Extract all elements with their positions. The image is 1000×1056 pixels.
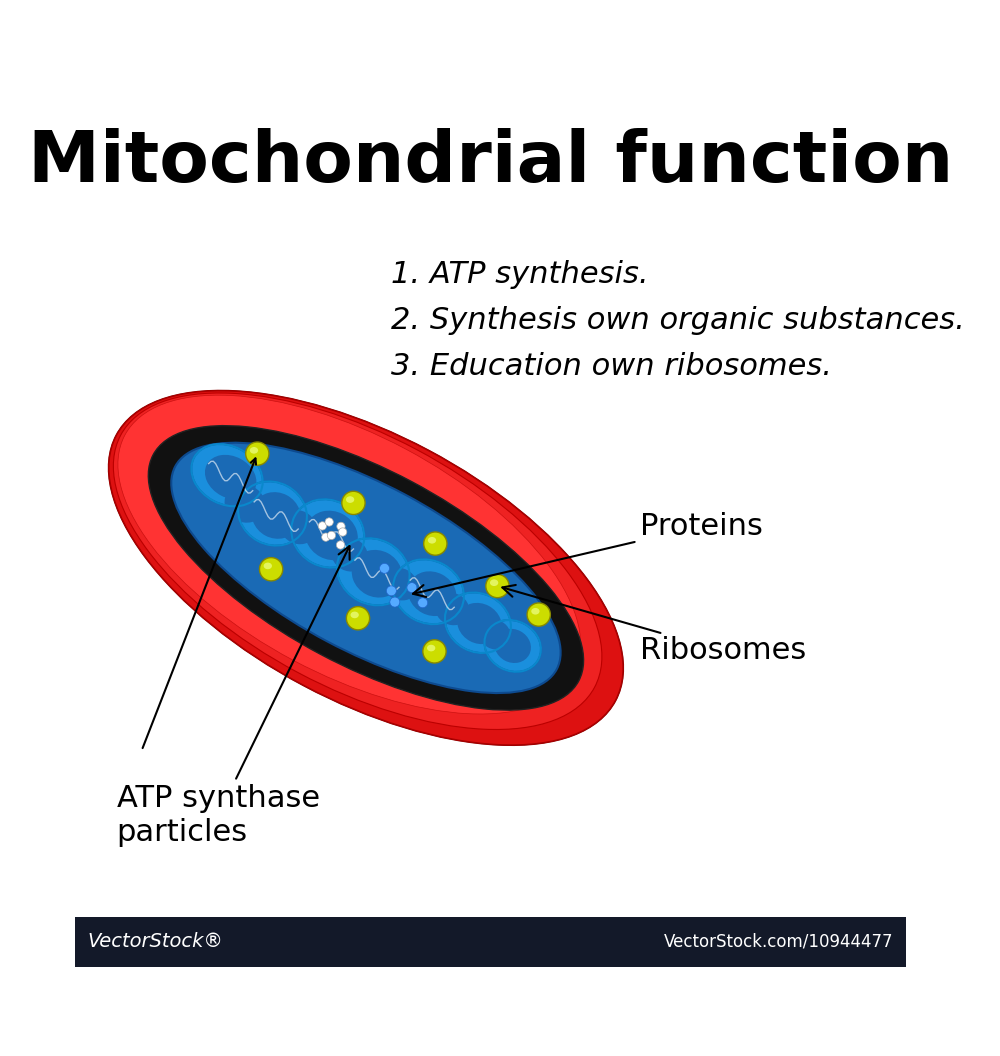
Ellipse shape bbox=[382, 567, 418, 601]
Ellipse shape bbox=[286, 503, 396, 567]
Ellipse shape bbox=[205, 455, 256, 499]
Ellipse shape bbox=[109, 391, 623, 744]
Ellipse shape bbox=[527, 603, 550, 626]
Ellipse shape bbox=[277, 534, 322, 560]
Ellipse shape bbox=[252, 492, 301, 539]
Ellipse shape bbox=[346, 496, 354, 503]
Text: ATP synthase
particles: ATP synthase particles bbox=[117, 546, 350, 847]
Ellipse shape bbox=[531, 608, 540, 615]
Ellipse shape bbox=[337, 539, 410, 605]
Text: Ribosomes: Ribosomes bbox=[502, 585, 806, 665]
Ellipse shape bbox=[336, 541, 345, 549]
Ellipse shape bbox=[342, 491, 365, 514]
Ellipse shape bbox=[322, 533, 330, 542]
Ellipse shape bbox=[291, 499, 364, 568]
Ellipse shape bbox=[318, 522, 327, 530]
Ellipse shape bbox=[264, 563, 272, 569]
Ellipse shape bbox=[427, 645, 435, 652]
Ellipse shape bbox=[346, 606, 370, 629]
Text: VectorStock®: VectorStock® bbox=[88, 932, 223, 951]
Ellipse shape bbox=[171, 442, 561, 693]
Ellipse shape bbox=[305, 511, 358, 560]
Text: VectorStock.com/10944477: VectorStock.com/10944477 bbox=[664, 932, 894, 950]
Ellipse shape bbox=[457, 603, 502, 644]
Ellipse shape bbox=[351, 611, 359, 618]
Ellipse shape bbox=[109, 391, 623, 744]
Ellipse shape bbox=[352, 550, 402, 598]
Ellipse shape bbox=[424, 532, 447, 555]
Ellipse shape bbox=[246, 442, 269, 466]
Ellipse shape bbox=[113, 393, 602, 730]
Text: 1. ATP synthesis.: 1. ATP synthesis. bbox=[391, 261, 648, 289]
Ellipse shape bbox=[259, 558, 283, 581]
Ellipse shape bbox=[380, 563, 389, 573]
Ellipse shape bbox=[238, 482, 307, 546]
Ellipse shape bbox=[407, 583, 417, 592]
Ellipse shape bbox=[423, 640, 446, 663]
Ellipse shape bbox=[494, 628, 531, 663]
Ellipse shape bbox=[445, 592, 511, 653]
Ellipse shape bbox=[480, 620, 511, 649]
Ellipse shape bbox=[408, 571, 456, 616]
Text: Proteins: Proteins bbox=[413, 512, 763, 597]
Ellipse shape bbox=[386, 586, 396, 596]
Ellipse shape bbox=[353, 505, 412, 540]
Ellipse shape bbox=[280, 510, 316, 544]
Ellipse shape bbox=[486, 574, 509, 598]
Ellipse shape bbox=[428, 536, 436, 544]
Ellipse shape bbox=[250, 447, 258, 454]
Ellipse shape bbox=[339, 528, 347, 536]
Ellipse shape bbox=[418, 598, 428, 608]
Ellipse shape bbox=[390, 597, 400, 607]
Ellipse shape bbox=[191, 445, 263, 506]
Ellipse shape bbox=[225, 485, 265, 523]
Ellipse shape bbox=[490, 580, 498, 586]
Ellipse shape bbox=[327, 531, 336, 540]
Ellipse shape bbox=[118, 395, 581, 714]
Text: 2. Synthesis own organic substances.: 2. Synthesis own organic substances. bbox=[391, 306, 965, 335]
Ellipse shape bbox=[393, 560, 464, 624]
Ellipse shape bbox=[148, 426, 584, 710]
FancyBboxPatch shape bbox=[75, 917, 906, 966]
Ellipse shape bbox=[331, 538, 368, 571]
Text: 3. Education own ribosomes.: 3. Education own ribosomes. bbox=[391, 352, 832, 381]
Ellipse shape bbox=[337, 523, 345, 530]
Ellipse shape bbox=[484, 620, 541, 672]
Ellipse shape bbox=[435, 592, 469, 625]
Ellipse shape bbox=[325, 517, 333, 526]
Text: Mitochondrial function: Mitochondrial function bbox=[28, 128, 953, 196]
